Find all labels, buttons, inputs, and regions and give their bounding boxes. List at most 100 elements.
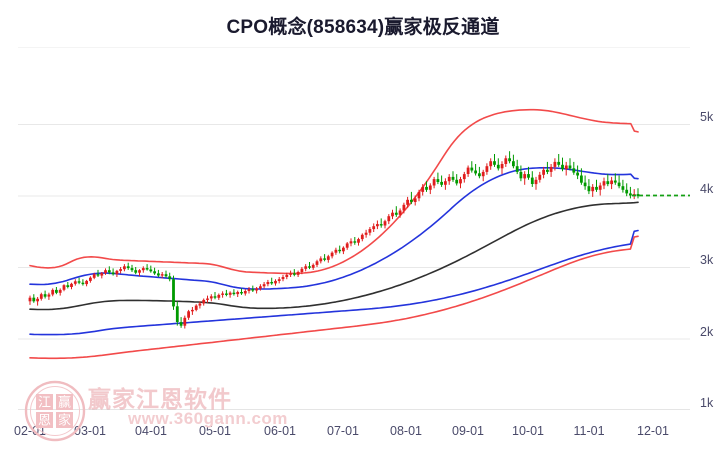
page-title: CPO概念(858634)赢家极反通道 xyxy=(226,17,500,38)
x-tick-label-07-01: 07-01 xyxy=(327,424,359,438)
candle-body xyxy=(478,173,481,177)
candle-body xyxy=(410,199,413,202)
candle-body xyxy=(153,271,156,274)
x-tick-label-06-01: 06-01 xyxy=(264,424,296,438)
candle-body xyxy=(372,226,376,230)
candle-body xyxy=(466,167,470,174)
candle-body xyxy=(542,169,545,175)
candle-body xyxy=(304,266,308,269)
candle-body xyxy=(613,180,617,183)
candle-body xyxy=(259,286,262,289)
candle-body xyxy=(530,177,534,184)
band-upper-outer-band xyxy=(29,108,639,275)
candle-body xyxy=(47,294,51,297)
candle-body xyxy=(100,273,104,276)
candle-body xyxy=(123,266,126,270)
candle-body xyxy=(293,273,296,275)
band-midline xyxy=(29,201,639,311)
candle-body xyxy=(451,176,455,180)
candle-body xyxy=(436,179,440,182)
candle-body xyxy=(353,241,357,243)
candle-body xyxy=(549,166,553,172)
band-lower-inner-band xyxy=(29,229,639,336)
candle-body xyxy=(243,291,247,294)
candle-body xyxy=(564,165,568,170)
candle-body xyxy=(379,224,383,226)
candle-body xyxy=(236,292,240,295)
candle-body xyxy=(527,174,530,178)
candle-body xyxy=(621,186,625,190)
candle-body xyxy=(319,258,323,262)
candle-body xyxy=(134,270,138,273)
candle-body xyxy=(481,171,485,177)
candle-body xyxy=(500,164,504,169)
candle-body xyxy=(345,243,349,248)
candle-body xyxy=(338,249,342,252)
candle-body xyxy=(115,270,119,275)
y-tick-label-2k: 2k xyxy=(700,324,714,339)
candle-body xyxy=(266,282,270,285)
y-tick-label-5k: 5k xyxy=(700,110,714,124)
candle-body xyxy=(70,283,73,287)
candle-body xyxy=(130,268,134,271)
y-tick-label-1k: 1k xyxy=(700,396,714,410)
candle-body xyxy=(617,182,621,187)
candle-body xyxy=(138,270,141,273)
candle-body xyxy=(444,181,447,185)
candle-body xyxy=(277,279,281,281)
candle-body xyxy=(330,252,334,257)
candle-body xyxy=(36,298,39,302)
candle-body xyxy=(157,273,160,276)
candle-body xyxy=(504,158,508,164)
candle-body xyxy=(580,175,583,183)
candlestick-group xyxy=(28,151,640,329)
x-tick-label-04-01: 04-01 xyxy=(135,424,167,438)
candle-body xyxy=(55,289,58,293)
candle-body xyxy=(512,161,515,167)
candle-body xyxy=(289,273,292,275)
candle-body xyxy=(221,293,224,295)
candle-body xyxy=(598,185,602,190)
x-tick-label-11-01: 11-01 xyxy=(573,424,605,438)
candle-body xyxy=(364,232,368,235)
candle-body xyxy=(610,180,613,185)
candle-body xyxy=(119,269,122,271)
x-tick-label-03-01: 03-01 xyxy=(74,424,106,438)
candle-body xyxy=(602,181,606,186)
candle-body xyxy=(334,249,338,253)
candle-body xyxy=(391,212,394,217)
candle-body xyxy=(228,292,232,295)
candle-body xyxy=(360,234,364,240)
candle-body xyxy=(315,261,319,265)
x-tick-label-12-01: 12-01 xyxy=(637,424,669,438)
gridlines-group xyxy=(18,47,690,340)
candle-body xyxy=(179,322,183,326)
candle-body xyxy=(538,174,542,180)
candle-body xyxy=(394,212,398,215)
candle-body xyxy=(398,210,402,215)
candle-body xyxy=(546,169,549,172)
candle-body xyxy=(508,158,511,162)
candle-body xyxy=(587,186,591,192)
candle-body xyxy=(326,256,330,260)
x-tick-label-10-01: 10-01 xyxy=(512,424,544,438)
candle-body xyxy=(595,186,598,190)
candle-body xyxy=(459,179,462,184)
candle-body xyxy=(175,306,179,322)
candle-body xyxy=(77,281,81,283)
candle-body xyxy=(206,298,209,300)
x-tick-label-02-01: 02-01 xyxy=(14,424,46,438)
candle-body xyxy=(89,277,92,281)
candle-body xyxy=(432,179,436,186)
candle-body xyxy=(349,241,353,244)
candle-body xyxy=(376,224,379,227)
candle-body xyxy=(281,277,285,280)
candle-body xyxy=(308,266,311,268)
candle-body xyxy=(81,282,85,285)
candle-body xyxy=(342,247,345,252)
candle-body xyxy=(368,229,372,233)
candle-body xyxy=(311,264,315,268)
candle-body xyxy=(519,171,523,179)
y-tick-label-4k: 4k xyxy=(700,181,714,196)
